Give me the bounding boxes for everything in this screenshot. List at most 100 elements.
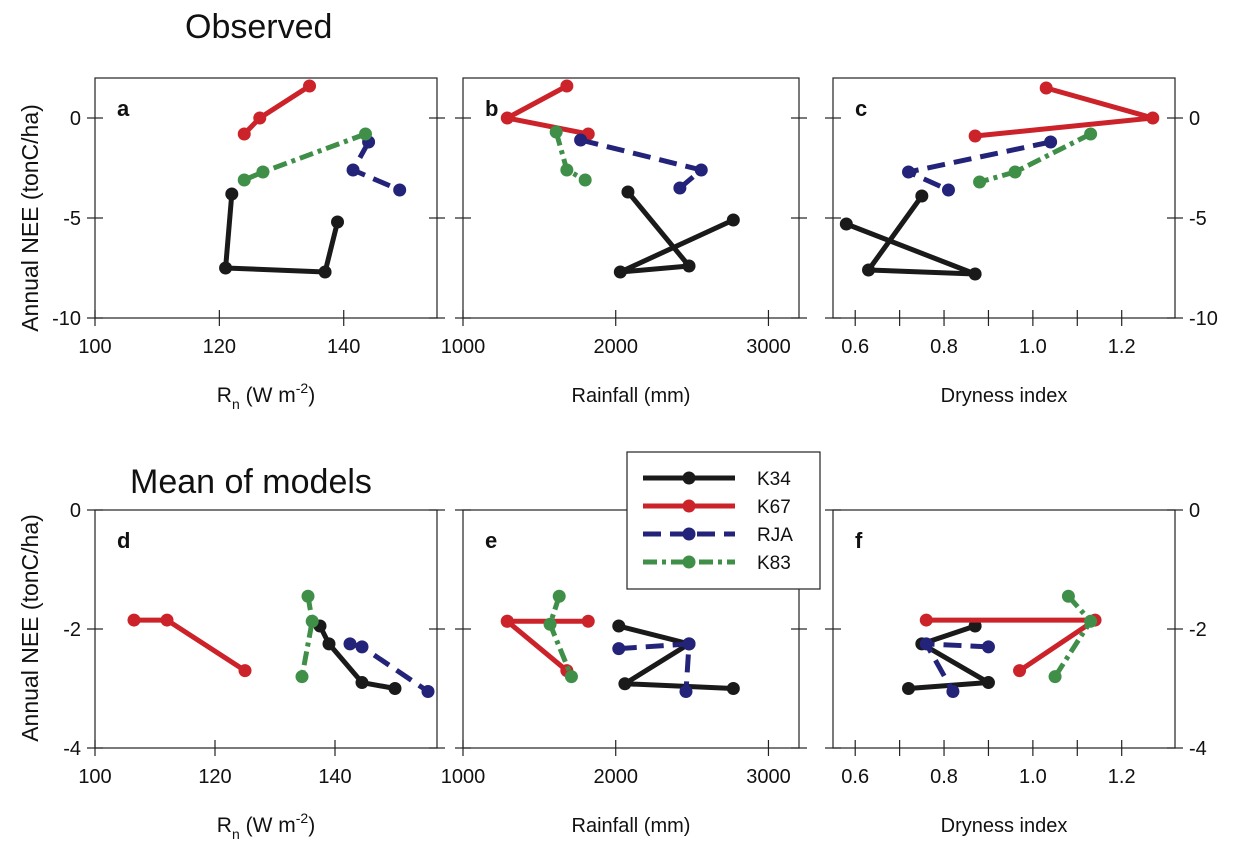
data-point bbox=[981, 676, 995, 690]
series-K67 bbox=[127, 613, 252, 678]
data-point bbox=[694, 163, 708, 177]
series-RJA bbox=[612, 637, 696, 698]
y-tick-label: -4 bbox=[63, 738, 81, 760]
data-point bbox=[673, 181, 687, 195]
panel-frame bbox=[832, 77, 1176, 319]
series-line bbox=[616, 623, 736, 691]
data-point bbox=[612, 619, 626, 633]
x-tick-label: 140 bbox=[327, 336, 360, 358]
y-tick-label: 0 bbox=[70, 108, 81, 130]
data-point bbox=[331, 215, 345, 229]
x-tick-label: 1000 bbox=[441, 336, 486, 358]
panel-frame bbox=[832, 509, 1176, 749]
data-point bbox=[322, 637, 336, 651]
legend-label: RJA bbox=[757, 525, 793, 546]
panel-a: 100 120 140 -10 -5 0 a Rn (W m-2) bbox=[52, 77, 445, 412]
data-point bbox=[303, 79, 317, 93]
x-tick-label: 100 bbox=[78, 766, 111, 788]
series-K67 bbox=[237, 79, 317, 141]
series-line bbox=[223, 191, 341, 275]
series-line bbox=[350, 140, 401, 193]
data-point bbox=[1048, 670, 1062, 684]
data-point bbox=[355, 676, 369, 690]
x-tick-label: 2000 bbox=[593, 766, 638, 788]
panel-letter: f bbox=[855, 528, 863, 553]
series-RJA bbox=[902, 135, 1058, 197]
y-axis-label-top: Annual NEE (tonC/ha) bbox=[17, 104, 43, 332]
panel-letter: c bbox=[855, 96, 867, 121]
series-line bbox=[617, 189, 736, 275]
x-tick-label: 3000 bbox=[746, 766, 791, 788]
legend-item-K83: K83 bbox=[643, 553, 791, 574]
panel-d: 100 120 140 -4 -2 0 d Rn (W m-2) bbox=[63, 500, 445, 842]
series-K83 bbox=[1048, 589, 1098, 684]
panel-letter: e bbox=[485, 528, 497, 553]
panel-c: 0.6 0.8 1.0 1.2 -10 -5 0 c Dryness index bbox=[825, 77, 1218, 407]
x-axis-label: Rn (W m-2) bbox=[217, 810, 315, 842]
legend: K34 K67 RJA K83 bbox=[626, 451, 821, 590]
data-point bbox=[679, 684, 693, 698]
data-point bbox=[253, 111, 267, 125]
data-point bbox=[301, 589, 315, 603]
data-point bbox=[968, 619, 982, 633]
legend-box bbox=[626, 451, 821, 590]
data-point bbox=[560, 79, 574, 93]
y-tick-label: -5 bbox=[63, 208, 81, 230]
series-RJA bbox=[343, 637, 435, 698]
series-K67 bbox=[500, 79, 595, 141]
data-point bbox=[946, 684, 960, 698]
data-point bbox=[219, 261, 233, 275]
data-point bbox=[1061, 589, 1075, 603]
data-point bbox=[305, 614, 319, 628]
data-point bbox=[237, 127, 251, 141]
series-line bbox=[131, 617, 248, 674]
data-point bbox=[500, 111, 514, 125]
data-point bbox=[1039, 81, 1053, 95]
data-point bbox=[127, 613, 141, 627]
data-point bbox=[1084, 127, 1098, 141]
data-point bbox=[981, 640, 995, 654]
panel-frame bbox=[94, 509, 438, 749]
legend-marker bbox=[682, 471, 696, 485]
data-point bbox=[613, 265, 627, 279]
data-point bbox=[902, 682, 916, 695]
data-point bbox=[915, 189, 929, 203]
data-point bbox=[941, 183, 955, 197]
data-point bbox=[726, 682, 740, 695]
data-point bbox=[355, 640, 369, 654]
data-point bbox=[318, 265, 332, 279]
series-line bbox=[299, 595, 315, 678]
x-tick-label: 120 bbox=[203, 336, 236, 358]
data-point bbox=[552, 589, 566, 603]
series-K83 bbox=[543, 589, 578, 684]
heading-mean-of-models: Mean of models bbox=[130, 463, 372, 501]
x-tick-label: 1.2 bbox=[1108, 766, 1136, 788]
panel-letter: b bbox=[485, 96, 498, 121]
data-point bbox=[346, 163, 360, 177]
data-point bbox=[1044, 135, 1058, 149]
panel-frame bbox=[94, 77, 438, 319]
series-line bbox=[241, 83, 313, 137]
series-K83 bbox=[237, 127, 372, 187]
series-K83 bbox=[973, 127, 1098, 189]
data-point bbox=[574, 133, 588, 147]
legend-item-RJA: RJA bbox=[643, 525, 793, 546]
data-point bbox=[682, 259, 696, 273]
legend-label: K83 bbox=[757, 553, 791, 574]
data-point bbox=[564, 670, 578, 684]
y-tick-label: 0 bbox=[1189, 108, 1200, 130]
x-axis-label: Rainfall (mm) bbox=[572, 815, 691, 837]
series-line bbox=[843, 193, 978, 277]
data-point bbox=[543, 617, 557, 631]
data-point bbox=[160, 613, 174, 627]
data-point bbox=[578, 173, 592, 187]
legend-marker bbox=[682, 499, 696, 513]
data-point bbox=[343, 637, 357, 651]
series-line bbox=[972, 85, 1156, 139]
data-point bbox=[560, 163, 574, 177]
legend-item-K34: K34 bbox=[643, 469, 791, 490]
data-point bbox=[500, 614, 514, 628]
data-point bbox=[839, 217, 853, 231]
x-axis-label: Rainfall (mm) bbox=[572, 385, 691, 407]
